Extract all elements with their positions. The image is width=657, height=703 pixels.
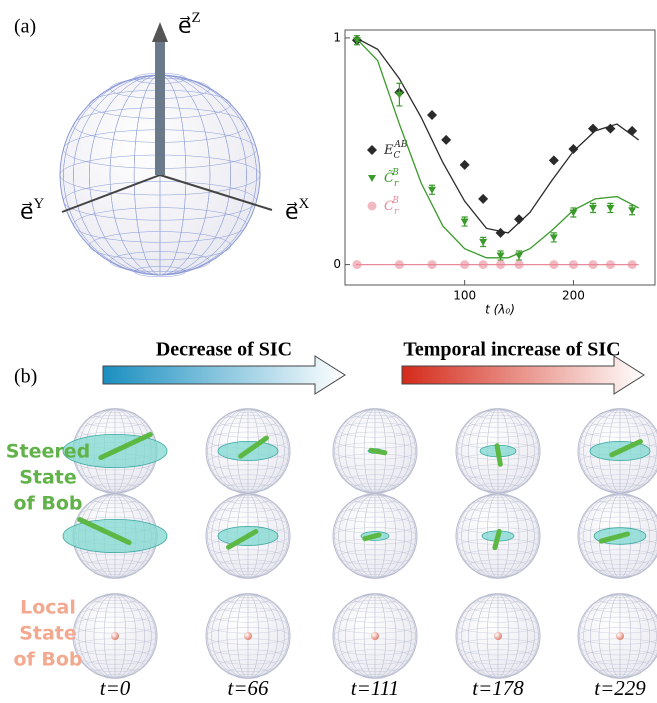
time-label: t=111: [351, 676, 399, 700]
marker: [478, 194, 488, 204]
marker: [395, 260, 404, 269]
row-label: Steered: [6, 441, 90, 463]
legend-label: C̃rB: [384, 168, 399, 189]
marker: [479, 260, 488, 269]
row-label: State: [19, 623, 77, 645]
legend-label: ECAB: [383, 140, 408, 161]
time-label: t=0: [100, 676, 131, 700]
bloch-sphere: e⃗Z e⃗Y e⃗X: [20, 10, 310, 276]
legend-label: CrB: [384, 196, 399, 217]
axis-label: e⃗X: [285, 196, 310, 224]
marker: [589, 260, 598, 269]
axis-label: e⃗Z: [178, 10, 201, 38]
y-tick-label: 1: [333, 30, 341, 44]
marker: [514, 214, 524, 224]
panel-label: (a): [14, 16, 36, 38]
axis-label: e⃗Y: [20, 196, 45, 224]
legend-marker: [368, 175, 376, 182]
arrow: [103, 356, 345, 394]
local-state: [244, 632, 252, 640]
figure: (a) e⃗Ze⃗Ye⃗X 10020001t (λ₀)ECABC̃rBCrB …: [0, 0, 657, 703]
sphere-grid: Steered State of Bob Local State of Bob t=0 t=6…: [6, 408, 657, 700]
x-tick-label: 100: [453, 289, 476, 303]
time-label: t=229: [594, 676, 646, 700]
marker: [497, 253, 505, 260]
marker: [460, 160, 470, 170]
local-state: [616, 632, 624, 640]
marker: [549, 260, 558, 269]
x-tick-label: 200: [562, 289, 585, 303]
marker: [550, 234, 558, 241]
marker: [460, 260, 469, 269]
axis: [155, 40, 165, 175]
local-state: [494, 632, 502, 640]
marker: [428, 260, 437, 269]
row-label: of Bob: [13, 493, 82, 515]
x-axis-label: t (λ₀): [485, 303, 515, 317]
marker: [479, 239, 487, 246]
marker: [568, 144, 578, 154]
row-label: of Bob: [13, 649, 82, 671]
legend-marker: [368, 202, 377, 211]
marker: [496, 228, 506, 238]
marker: [496, 260, 505, 269]
state-arrow: [497, 446, 500, 465]
marker: [606, 205, 614, 212]
legend-marker: [367, 145, 377, 155]
marker: [515, 260, 524, 269]
marker: [395, 92, 403, 99]
state-arrow: [371, 450, 385, 452]
marker: [428, 187, 436, 194]
arrow-label: Temporal increase of SIC: [403, 339, 620, 361]
plot: 100 200 0 1 t (λ₀) ECAB C̃rB CrB: [333, 30, 638, 316]
marker: [427, 110, 437, 120]
row-label: Local: [20, 597, 76, 619]
marker: [441, 135, 451, 145]
arrowhead: [152, 22, 168, 42]
marker: [569, 260, 578, 269]
marker: [628, 260, 637, 269]
arrow-label: Decrease of SIC: [156, 339, 292, 361]
time-label: t=66: [227, 676, 269, 700]
panel-label: (b): [14, 366, 37, 388]
marker: [606, 260, 615, 269]
marker: [627, 126, 637, 136]
y-tick-label: 0: [333, 257, 341, 271]
marker: [628, 207, 636, 214]
marker: [589, 205, 597, 212]
marker: [549, 155, 559, 165]
local-state: [111, 632, 119, 640]
row-label: State: [19, 467, 77, 489]
marker: [588, 124, 598, 134]
arrow: [402, 356, 644, 394]
marker: [352, 260, 361, 269]
local-state: [371, 632, 379, 640]
time-label: t=178: [472, 676, 524, 700]
marker: [515, 253, 523, 260]
marker: [461, 219, 469, 226]
